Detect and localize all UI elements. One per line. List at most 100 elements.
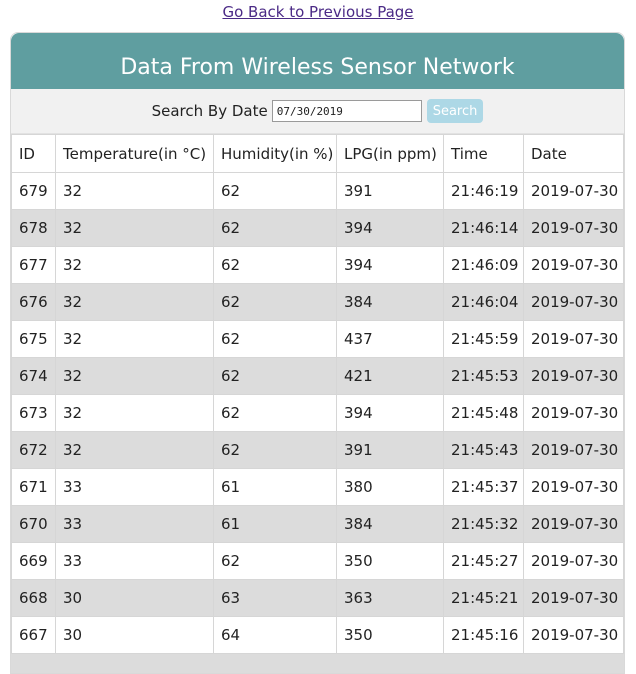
table-row: 669 33 62 350 21:45:27 2019-07-30 [11, 542, 624, 580]
cell-lpg: 384 [336, 283, 444, 321]
cell-time: 21:45:48 [443, 394, 524, 432]
cell-date: 2019-07-30 [523, 246, 624, 284]
table-row: 675 32 62 437 21:45:59 2019-07-30 [11, 320, 624, 358]
table-row: 672 32 62 391 21:45:43 2019-07-30 [11, 431, 624, 469]
cell-humidity: 62 [213, 357, 337, 395]
cell-id: 669 [11, 542, 56, 580]
cell-id: 675 [11, 320, 56, 358]
cell-id: 667 [11, 616, 56, 654]
cell-date: 2019-07-30 [523, 431, 624, 469]
cell-humidity: 62 [213, 209, 337, 247]
cell-id: 671 [11, 468, 56, 506]
cell-temperature: 30 [55, 579, 214, 617]
cell-temperature: 30 [55, 616, 214, 654]
cell-lpg: 363 [336, 579, 444, 617]
cell-time: 21:45:43 [443, 431, 524, 469]
cell-id: 678 [11, 209, 56, 247]
cell-id: 670 [11, 505, 56, 543]
cell-temperature: 32 [55, 246, 214, 284]
page-title: Data From Wireless Sensor Network [11, 33, 624, 89]
table-row: 667 30 64 350 21:45:16 2019-07-30 [11, 616, 624, 654]
cell-humidity: 62 [213, 283, 337, 321]
cell-humidity: 64 [213, 616, 337, 654]
cell-lpg: 394 [336, 209, 444, 247]
cell-time: 21:45:27 [443, 542, 524, 580]
table-row: 678 32 62 394 21:46:14 2019-07-30 [11, 209, 624, 247]
search-label: Search By Date [151, 102, 268, 120]
cell-humidity: 61 [213, 505, 337, 543]
cell-date: 2019-07-30 [523, 616, 624, 654]
cell-temperature: 32 [55, 357, 214, 395]
cell-id: 672 [11, 431, 56, 469]
column-header-date: Date [523, 134, 624, 173]
cell-temperature: 32 [55, 320, 214, 358]
cell-temperature: 33 [55, 505, 214, 543]
cell-date: 2019-07-30 [523, 320, 624, 358]
cell-date: 2019-07-30 [523, 172, 624, 210]
cell-time: 21:45:16 [443, 616, 524, 654]
cell-temperature: 33 [55, 542, 214, 580]
cell-humidity: 61 [213, 468, 337, 506]
cell-id: 668 [11, 579, 56, 617]
cell-temperature: 32 [55, 209, 214, 247]
cell-time: 21:46:14 [443, 209, 524, 247]
cell-time: 21:45:21 [443, 579, 524, 617]
cell-id: 674 [11, 357, 56, 395]
cell-date: 2019-07-30 [523, 209, 624, 247]
cell-humidity: 62 [213, 431, 337, 469]
date-search-input[interactable] [271, 100, 422, 122]
cell-humidity: 62 [213, 394, 337, 432]
search-button[interactable]: Search [426, 99, 484, 123]
cell-time: 21:46:19 [443, 172, 524, 210]
cell-id: 679 [11, 172, 56, 210]
cell-date: 2019-07-30 [523, 283, 624, 321]
cell-temperature: 33 [55, 468, 214, 506]
sensor-data-table: ID Temperature(in °C) Humidity(in %) LPG… [11, 134, 624, 654]
column-header-time: Time [443, 134, 524, 173]
cell-lpg: 350 [336, 542, 444, 580]
cell-date: 2019-07-30 [523, 394, 624, 432]
cell-humidity: 63 [213, 579, 337, 617]
cell-temperature: 32 [55, 172, 214, 210]
cell-lpg: 391 [336, 431, 444, 469]
column-header-lpg: LPG(in ppm) [336, 134, 444, 173]
cell-humidity: 62 [213, 172, 337, 210]
cell-time: 21:45:37 [443, 468, 524, 506]
cell-humidity: 62 [213, 320, 337, 358]
column-header-id: ID [11, 134, 56, 173]
cell-lpg: 437 [336, 320, 444, 358]
cell-time: 21:45:32 [443, 505, 524, 543]
table-row: 673 32 62 394 21:45:48 2019-07-30 [11, 394, 624, 432]
column-header-humidity: Humidity(in %) [213, 134, 337, 173]
column-header-temperature: Temperature(in °C) [55, 134, 214, 173]
cell-lpg: 384 [336, 505, 444, 543]
cell-time: 21:46:09 [443, 246, 524, 284]
cell-time: 21:45:53 [443, 357, 524, 395]
table-row: 677 32 62 394 21:46:09 2019-07-30 [11, 246, 624, 284]
cell-id: 677 [11, 246, 56, 284]
cell-lpg: 394 [336, 246, 444, 284]
data-panel: Data From Wireless Sensor Network Search… [10, 32, 625, 674]
table-header-row: ID Temperature(in °C) Humidity(in %) LPG… [11, 134, 624, 173]
cell-time: 21:45:59 [443, 320, 524, 358]
cell-humidity: 62 [213, 542, 337, 580]
cell-lpg: 394 [336, 394, 444, 432]
cell-id: 673 [11, 394, 56, 432]
cell-temperature: 32 [55, 394, 214, 432]
cell-date: 2019-07-30 [523, 579, 624, 617]
table-row: 674 32 62 421 21:45:53 2019-07-30 [11, 357, 624, 395]
cell-lpg: 380 [336, 468, 444, 506]
cell-time: 21:46:04 [443, 283, 524, 321]
back-link[interactable]: Go Back to Previous Page [222, 3, 414, 21]
cell-temperature: 32 [55, 431, 214, 469]
search-bar: Search By Date Search [11, 89, 624, 134]
table-row: 668 30 63 363 21:45:21 2019-07-30 [11, 579, 624, 617]
table-row: 670 33 61 384 21:45:32 2019-07-30 [11, 505, 624, 543]
cell-lpg: 350 [336, 616, 444, 654]
cell-id: 676 [11, 283, 56, 321]
table-row: 676 32 62 384 21:46:04 2019-07-30 [11, 283, 624, 321]
table-row: 679 32 62 391 21:46:19 2019-07-30 [11, 172, 624, 210]
cell-date: 2019-07-30 [523, 505, 624, 543]
cell-lpg: 391 [336, 172, 444, 210]
cell-temperature: 32 [55, 283, 214, 321]
